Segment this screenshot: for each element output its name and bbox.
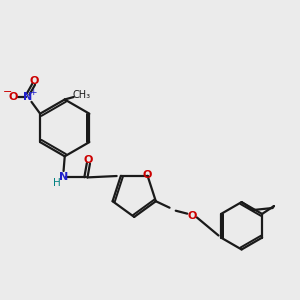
Text: O: O xyxy=(188,211,197,221)
Text: N: N xyxy=(58,172,68,182)
Text: −: − xyxy=(3,87,12,97)
Text: O: O xyxy=(8,92,18,102)
Text: O: O xyxy=(29,76,38,86)
Text: H: H xyxy=(53,178,61,188)
Text: +: + xyxy=(29,88,37,97)
Text: O: O xyxy=(84,155,93,165)
Text: N: N xyxy=(23,92,33,102)
Text: O: O xyxy=(142,170,152,180)
Text: CH₃: CH₃ xyxy=(72,90,90,100)
